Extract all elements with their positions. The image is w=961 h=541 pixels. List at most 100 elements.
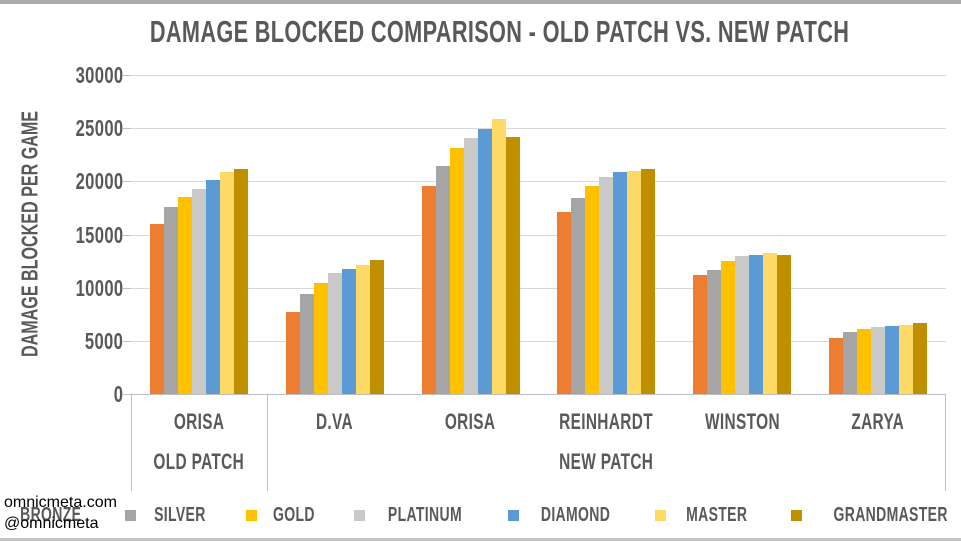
group-label-old-patch: OLD PATCH bbox=[153, 449, 245, 474]
y-tick-label-0: 0 bbox=[113, 381, 123, 407]
tick-mark-0 bbox=[123, 394, 131, 395]
bar-grandmaster-1 bbox=[369, 260, 384, 394]
axis-divider bbox=[266, 395, 268, 491]
legend-swatch-diamond bbox=[508, 509, 520, 521]
chart-title-text: DAMAGE BLOCKED COMPARISON - OLD PATCH VS… bbox=[149, 14, 850, 49]
bar-grandmaster-2 bbox=[505, 137, 520, 394]
y-tick-label-30000: 30000 bbox=[75, 62, 123, 88]
legend-label-gold: GOLD bbox=[273, 504, 316, 526]
legend-item-bronze: BRONZE bbox=[0, 502, 95, 528]
category-label-5: ZARYA bbox=[851, 409, 905, 434]
bar-master-2 bbox=[491, 119, 506, 394]
legend-item-grandmaster: GRANDMASTER bbox=[790, 502, 961, 528]
bar-group-orisa-2 bbox=[403, 75, 539, 394]
bar-diamond-3 bbox=[613, 172, 628, 394]
bar-bronze-4 bbox=[693, 275, 708, 394]
bar-platinum-4 bbox=[735, 256, 750, 394]
category-label-1: D.VA bbox=[316, 409, 354, 434]
bar-master-4 bbox=[763, 253, 778, 394]
bar-diamond-1 bbox=[341, 269, 356, 394]
legend-item-platinum: PLATINUM bbox=[354, 502, 478, 528]
gridline-30000 bbox=[131, 75, 946, 76]
y-tick-label-10000: 10000 bbox=[75, 275, 123, 301]
bar-gold-2 bbox=[449, 148, 464, 394]
bar-diamond-2 bbox=[477, 129, 492, 394]
legend-label-diamond: DIAMOND bbox=[540, 504, 611, 526]
bar-silver-1 bbox=[299, 294, 314, 394]
bottom-border-strip bbox=[0, 538, 961, 541]
bar-grandmaster-4 bbox=[777, 255, 792, 394]
bar-bronze-2 bbox=[421, 186, 436, 394]
bar-master-3 bbox=[627, 171, 642, 394]
tick-mark-20000 bbox=[123, 181, 131, 182]
bar-grandmaster-5 bbox=[913, 323, 928, 394]
y-tick-label-20000: 20000 bbox=[75, 168, 123, 194]
legend-item-master: MASTER bbox=[655, 502, 760, 528]
legend-item-diamond: DIAMOND bbox=[508, 502, 625, 528]
bar-group-winston-4 bbox=[674, 75, 810, 394]
legend-label-platinum: PLATINUM bbox=[388, 504, 463, 526]
bar-gold-4 bbox=[721, 261, 736, 394]
bar-gold-0 bbox=[177, 197, 192, 394]
legend-swatch-silver bbox=[124, 509, 136, 521]
category-label-row: ORISA D.VA ORISA REINHARDT WINSTON ZARYA bbox=[131, 395, 946, 449]
bar-bronze-5 bbox=[829, 338, 844, 394]
bar-silver-2 bbox=[435, 166, 450, 394]
bar-master-0 bbox=[219, 172, 234, 394]
y-tick-label-15000: 15000 bbox=[75, 222, 123, 248]
bar-grandmaster-0 bbox=[233, 169, 248, 394]
y-tick-label-5000: 5000 bbox=[84, 328, 123, 354]
legend: BRONZE SILVER GOLD PLATINUM DIAMOND MASTER GRA… bbox=[0, 502, 961, 528]
bar-platinum-2 bbox=[463, 138, 478, 394]
group-label-row: OLD PATCH NEW PATCH bbox=[131, 449, 946, 491]
bar-group-orisa-0 bbox=[131, 75, 267, 394]
legend-item-silver: SILVER bbox=[124, 502, 217, 528]
bar-diamond-0 bbox=[205, 180, 220, 394]
bar-grandmaster-3 bbox=[641, 169, 656, 394]
bar-group-reinhardt-3 bbox=[538, 75, 674, 394]
gridline-10000 bbox=[131, 288, 946, 289]
bar-groups bbox=[131, 75, 946, 394]
category-label-4: WINSTON bbox=[704, 409, 780, 434]
category-label-0: ORISA bbox=[173, 409, 225, 434]
group-label-new-patch: NEW PATCH bbox=[559, 449, 654, 474]
bar-silver-0 bbox=[163, 207, 178, 394]
category-axis: ORISA D.VA ORISA REINHARDT WINSTON ZARYA OLD … bbox=[131, 394, 946, 491]
bar-platinum-5 bbox=[871, 327, 886, 394]
y-tick-label-25000: 25000 bbox=[75, 115, 123, 141]
bar-silver-4 bbox=[707, 270, 722, 394]
bar-master-5 bbox=[899, 325, 914, 394]
legend-swatch-master bbox=[655, 509, 667, 521]
legend-label-grandmaster: GRANDMASTER bbox=[833, 504, 948, 526]
bar-group-zarya-5 bbox=[810, 75, 946, 394]
watermark-handle: @omnicmeta bbox=[4, 515, 99, 532]
legend-label-silver: SILVER bbox=[153, 504, 206, 526]
legend-swatch-gold bbox=[246, 509, 258, 521]
bar-gold-5 bbox=[857, 329, 872, 394]
watermark: omnicmeta.com @omnicmeta bbox=[4, 492, 117, 534]
bar-platinum-0 bbox=[191, 189, 206, 394]
chart-title: DAMAGE BLOCKED COMPARISON - OLD PATCH VS… bbox=[0, 14, 961, 50]
watermark-site: omnicmeta.com bbox=[4, 494, 117, 511]
bar-bronze-1 bbox=[285, 312, 300, 394]
bar-silver-3 bbox=[571, 198, 586, 394]
gridline-25000 bbox=[131, 128, 946, 129]
tick-mark-5000 bbox=[123, 341, 131, 342]
tick-mark-15000 bbox=[123, 235, 131, 236]
bar-master-1 bbox=[355, 265, 370, 394]
bar-gold-1 bbox=[313, 283, 328, 394]
bar-group-dva-1 bbox=[267, 75, 403, 394]
legend-label-master: MASTER bbox=[686, 504, 748, 526]
legend-item-gold: GOLD bbox=[246, 502, 324, 528]
bar-diamond-5 bbox=[885, 326, 900, 394]
bar-gold-3 bbox=[585, 186, 600, 394]
bar-diamond-4 bbox=[749, 255, 764, 394]
top-border-strip bbox=[0, 0, 961, 4]
gridline-5000 bbox=[131, 341, 946, 342]
bar-bronze-3 bbox=[557, 212, 572, 394]
bar-silver-5 bbox=[843, 332, 858, 394]
tick-mark-10000 bbox=[123, 288, 131, 289]
tick-mark-30000 bbox=[123, 75, 131, 76]
bar-platinum-3 bbox=[599, 177, 614, 394]
